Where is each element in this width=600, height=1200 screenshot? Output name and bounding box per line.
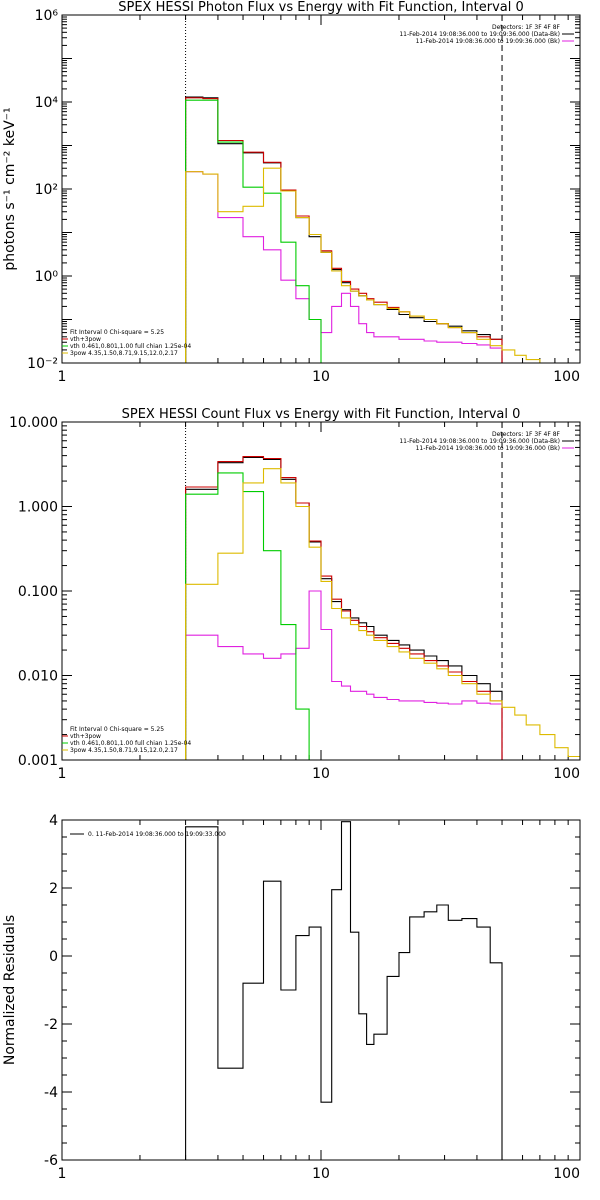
series-line-1	[185, 821, 503, 1160]
x-tick-label: 1	[58, 766, 67, 782]
legend-bottom-text: vth 0.461,0.801,1.00 full chian 1.25e-04	[70, 740, 191, 747]
series-group	[185, 456, 580, 760]
y-tick-label: 0	[49, 949, 58, 965]
plot-frame	[61, 819, 581, 1161]
y-tick-label: 10.000	[9, 415, 58, 431]
chart-panel-1: SPEX HESSI Photon Flux vs Energy with Fi…	[2, 0, 581, 385]
legend-top-text: Detectors: 1F 3F 4F 8F	[492, 24, 561, 31]
x-tick-label: 100	[553, 1166, 580, 1182]
series-line-1	[185, 96, 503, 363]
legend-top-text: 0. 11-Feb-2014 19:08:36.000 to 19:09:33.…	[88, 831, 226, 838]
series-line-1	[185, 456, 503, 760]
y-tick-label: 0.010	[18, 669, 58, 685]
x-tick-label: 1	[58, 1166, 67, 1182]
series-line-5	[185, 167, 541, 363]
chart-panel-3: 1 10 100 -6 -4 -2 0 2 4 Normalized Residuals 0. 11…	[2, 813, 581, 1182]
x-tick-label: 100	[553, 766, 580, 782]
chart-title: SPEX HESSI Count Flux vs Energy with Fit…	[122, 407, 521, 422]
x-tick-label: 10	[312, 369, 330, 385]
legend-top-text: 11-Feb-2014 19:08:36.000 to 19:09:36.000…	[399, 438, 560, 445]
y-tick-label: 2	[49, 881, 58, 897]
chart-title: SPEX HESSI Photon Flux vs Energy with Fi…	[118, 0, 524, 15]
y-tick-label: 4	[49, 813, 58, 829]
x-tick-label: 10	[312, 766, 330, 782]
y-tick-label: 0.100	[18, 584, 58, 600]
y-tick-label: 10⁴	[35, 95, 59, 111]
y-tick-label: -2	[44, 1017, 58, 1033]
series-line-5	[185, 468, 580, 760]
y-tick-label: 10⁶	[35, 8, 59, 24]
legend-bottom-text: Fit Interval 0 Chi-square = 5.25	[70, 329, 164, 336]
y-tick-label: -4	[44, 1085, 58, 1101]
series-line-2	[185, 590, 503, 760]
series-group	[185, 96, 541, 363]
legend-bottom-text: vth+3pow	[70, 336, 101, 343]
legend-bottom-text: 3pow 4.35,1.50,8.71,9.15,12.0,2.17	[70, 350, 178, 357]
y-axis-label: Normalized Residuals	[2, 915, 18, 1065]
x-tick-label: 10	[312, 1166, 330, 1182]
legend-top-text: 11-Feb-2014 19:08:36.000 to 19:09:36.000…	[399, 31, 560, 38]
x-tick-label: 100	[553, 369, 580, 385]
series-line-4	[185, 99, 503, 363]
y-tick-label: 10⁰	[35, 269, 59, 285]
plot-frame	[61, 14, 581, 364]
series-group	[185, 821, 503, 1160]
chart-panel-2: SPEX HESSI Count Flux vs Energy with Fit…	[9, 407, 581, 782]
plot-frame	[61, 421, 581, 761]
y-tick-label: 0.001	[18, 753, 58, 769]
series-line-4	[185, 472, 322, 760]
y-tick-label: 10⁻²	[27, 356, 58, 372]
legend-top-text: Detectors: 1F 3F 4F 8F	[492, 431, 561, 438]
legend-bottom-text: vth+3pow	[70, 733, 101, 740]
y-tick-label: -6	[44, 1153, 58, 1169]
y-tick-label: 1.000	[18, 500, 58, 516]
series-line-2	[185, 171, 503, 363]
x-tick-label: 1	[58, 369, 67, 385]
y-tick-label: 10²	[35, 182, 58, 198]
series-line-3	[185, 97, 503, 363]
series-line-3	[185, 456, 503, 760]
legend-top-text: 11-Feb-2014 19:08:36.000 to 19:09:36.000…	[416, 445, 560, 452]
legend-bottom-text: 3pow 4.35,1.50,8.71,9.15,12.0,2.17	[70, 747, 178, 754]
legend-bottom-text: Fit Interval 0 Chi-square = 5.25	[70, 726, 164, 733]
legend-top-text: 11-Feb-2014 19:08:36.000 to 19:09:36.000…	[416, 38, 560, 45]
legend-bottom-text: vth 0.461,0.801,1.00 full chian 1.25e-04	[70, 343, 191, 350]
y-axis-label: photons s⁻¹ cm⁻² keV⁻¹	[2, 107, 18, 270]
